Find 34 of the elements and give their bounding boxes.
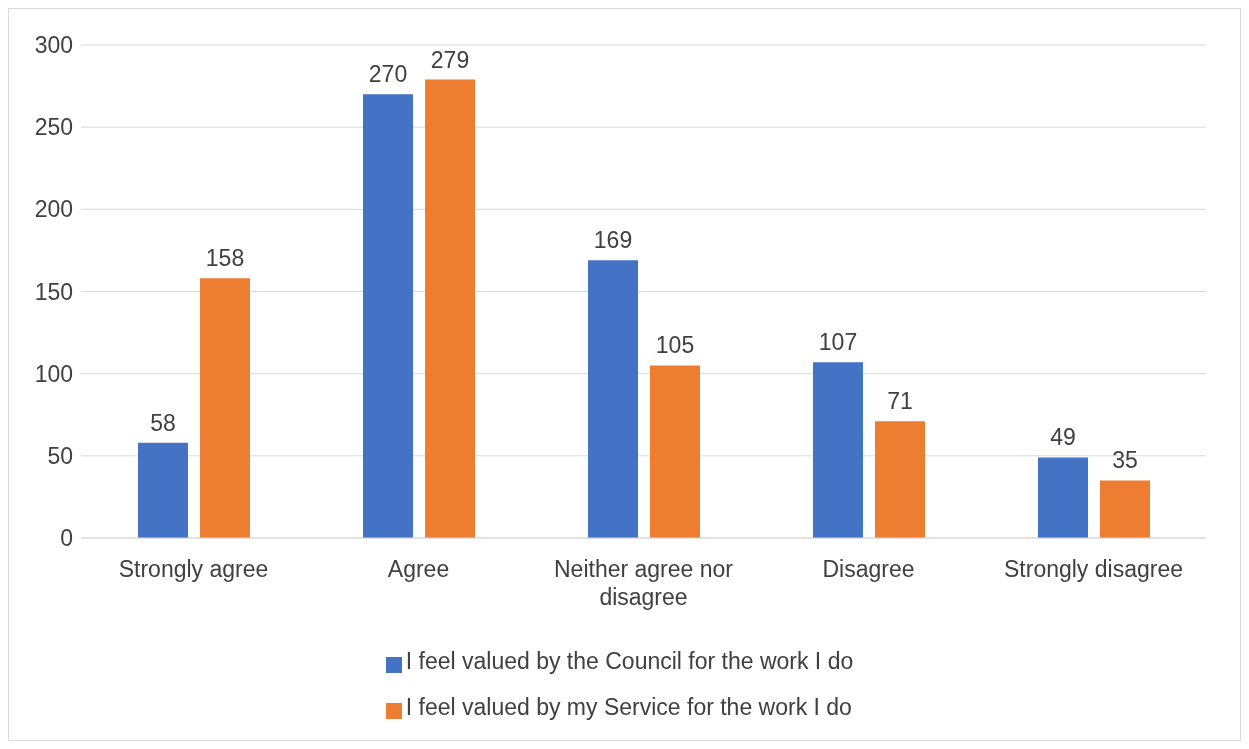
data-label: 107 (818, 329, 858, 356)
data-label: 169 (593, 227, 633, 254)
data-label: 71 (887, 388, 913, 415)
y-tick-label: 0 (60, 525, 73, 552)
data-label: 279 (430, 46, 470, 73)
x-tick-label: Disagree (822, 556, 915, 582)
bar (425, 79, 475, 538)
x-tick-label: Neither agree nor disagree (554, 556, 734, 610)
bar (200, 278, 250, 538)
bar (813, 362, 863, 538)
data-label: 158 (205, 245, 245, 272)
y-tick-label: 50 (47, 443, 73, 469)
legend-label: I feel valued by my Service for the work I do (405, 694, 852, 720)
data-label: 35 (1112, 447, 1138, 474)
y-tick-label: 200 (34, 196, 73, 223)
x-tick-label: Strongly disagree (1004, 556, 1183, 582)
data-label: 58 (150, 409, 176, 436)
y-tick-label: 300 (34, 32, 73, 59)
y-tick-label: 250 (34, 114, 73, 141)
data-label: 49 (1050, 424, 1076, 451)
bar (363, 94, 413, 538)
bar (875, 421, 925, 538)
x-tick-label: Strongly agree (118, 556, 269, 582)
bar (138, 442, 188, 538)
x-tick-label: Agree (387, 556, 450, 582)
bar (1100, 480, 1150, 538)
bar (1038, 457, 1088, 538)
data-label: 270 (368, 61, 408, 88)
y-tick-label: 150 (34, 278, 73, 305)
bar (650, 365, 700, 538)
bar (588, 260, 638, 538)
data-label: 105 (655, 332, 695, 359)
legend-label: I feel valued by the Council for the work I do (405, 648, 854, 674)
y-tick-label: 100 (34, 360, 73, 387)
